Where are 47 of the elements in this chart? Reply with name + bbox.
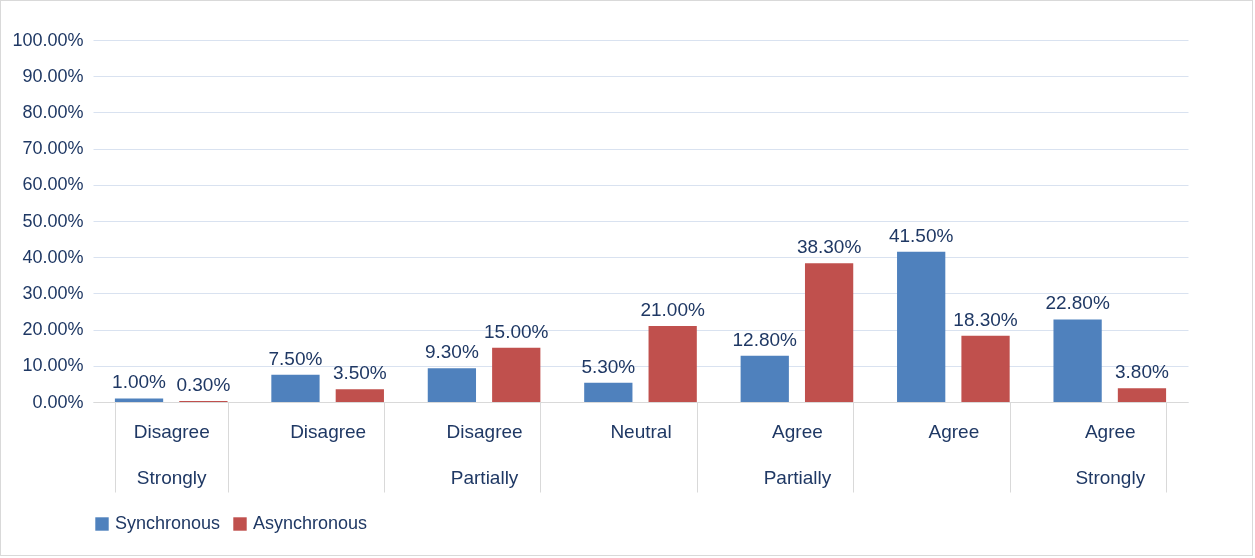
- data-label: 38.30%: [796, 236, 862, 258]
- x-tick-label: Disagree: [290, 420, 367, 442]
- data-label: 41.50%: [888, 224, 954, 246]
- legend-label: Asynchronous: [253, 513, 368, 533]
- x-tick-label: Neutral: [610, 420, 672, 442]
- bar: [492, 347, 541, 402]
- x-tick-label: Agree: [928, 420, 980, 442]
- y-tick-label: 90.00%: [22, 65, 84, 86]
- bar: [897, 251, 946, 402]
- data-label: 9.30%: [424, 341, 479, 363]
- data-label: 12.80%: [732, 328, 798, 350]
- y-tick-label: 20.00%: [22, 319, 84, 340]
- y-tick-label: 40.00%: [22, 246, 84, 267]
- y-tick-label: 10.00%: [22, 355, 84, 376]
- bar: [335, 389, 384, 402]
- y-tick-label: 60.00%: [22, 174, 84, 195]
- bar: [1053, 319, 1102, 402]
- y-tick-label: 70.00%: [22, 138, 84, 159]
- data-label: 22.80%: [1045, 292, 1110, 314]
- data-label: 15.00%: [484, 320, 549, 342]
- bar: [740, 355, 789, 402]
- bar: [804, 263, 854, 402]
- bar: [648, 325, 697, 402]
- y-tick-label: 80.00%: [22, 101, 84, 122]
- data-label: 1.00%: [112, 371, 167, 393]
- data-label: 5.30%: [581, 355, 636, 377]
- y-tick-label: 0.00%: [32, 391, 84, 412]
- data-label: 3.50%: [332, 362, 387, 384]
- category-label: Agree Strongly: [1075, 420, 1146, 488]
- bar: [961, 335, 1010, 402]
- data-label: 3.80%: [1115, 361, 1170, 383]
- y-tick-label: 50.00%: [22, 210, 84, 231]
- y-tick-label: 100.00%: [12, 29, 84, 50]
- legend-label: Synchronous: [115, 513, 221, 533]
- data-label: 21.00%: [640, 298, 705, 320]
- bar: [114, 398, 164, 402]
- data-label: 0.30%: [176, 373, 231, 395]
- bar: [427, 368, 477, 402]
- category-label: Disagree Partially: [446, 420, 523, 488]
- data-label: 7.50%: [268, 347, 323, 369]
- bar: [271, 374, 320, 402]
- category-label: Disagree Strongly: [133, 420, 210, 488]
- bar: [1117, 388, 1167, 402]
- y-tick-label: 30.00%: [22, 282, 84, 303]
- category-label: Agree Partially: [763, 420, 832, 488]
- bar: [584, 382, 633, 402]
- data-label: 18.30%: [953, 308, 1018, 330]
